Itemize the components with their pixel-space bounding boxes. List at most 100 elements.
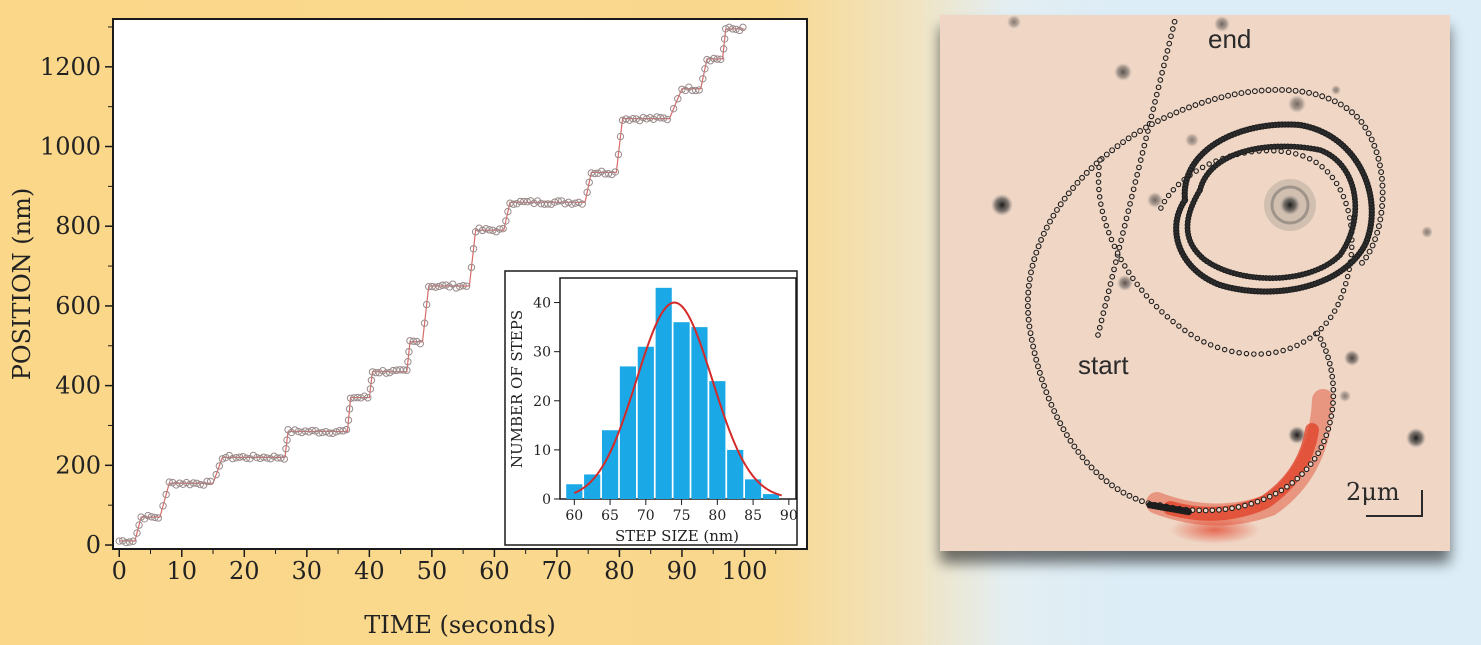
trajectory-dot xyxy=(1331,98,1338,105)
trajectory-dot xyxy=(1098,473,1105,480)
x-tick-label: 40 xyxy=(354,557,385,585)
gaussian-fit-curve xyxy=(573,301,782,497)
trajectory-dot xyxy=(1323,432,1330,439)
data-point xyxy=(396,366,404,374)
trajectory-dot xyxy=(1340,193,1347,200)
trajectory-dot xyxy=(1109,482,1115,489)
trajectory-dot xyxy=(1148,298,1155,305)
histogram-bar xyxy=(566,484,583,499)
trajectory-dot xyxy=(1139,498,1145,505)
trajectory-dot xyxy=(1331,308,1338,314)
y-tick-label: 1000 xyxy=(40,133,101,161)
data-point xyxy=(496,225,504,233)
trajectory-dot xyxy=(1260,496,1267,503)
trajectory-dot xyxy=(1292,87,1299,94)
trajectory-dot xyxy=(1142,124,1149,131)
data-point xyxy=(360,392,369,400)
trajectory-dot xyxy=(1120,139,1126,146)
data-point xyxy=(218,455,227,463)
data-point xyxy=(273,454,282,462)
y-tick-label: 800 xyxy=(55,212,101,240)
trajectory-dot xyxy=(1377,162,1383,169)
inset-x-tick-label: 85 xyxy=(744,508,762,524)
trajectory-dot xyxy=(1063,432,1070,439)
trajectory-dot xyxy=(1083,169,1090,176)
trajectory-dot xyxy=(1097,157,1103,163)
data-point xyxy=(663,115,671,124)
data-point xyxy=(499,224,507,233)
trajectory-dot xyxy=(1285,149,1292,156)
trajectory-dot xyxy=(1287,345,1293,352)
data-point xyxy=(229,454,237,463)
trajectory-dot xyxy=(1359,259,1365,266)
trajectory-dot xyxy=(1179,106,1186,113)
inset-y-tick-label: 20 xyxy=(533,394,551,410)
trajectory-dot xyxy=(1118,237,1125,244)
trajectory-dot xyxy=(1312,91,1319,98)
data-point xyxy=(642,115,651,123)
main-axes-ticks: 0 10 20 30 40 50 60 70 80 90 100020040060080010001… xyxy=(40,26,777,585)
trajectory-dot xyxy=(1164,48,1171,54)
trajectory-dot xyxy=(1164,314,1171,320)
data-point xyxy=(699,75,707,83)
x-tick-label: 100 xyxy=(722,557,768,585)
trajectory-dot xyxy=(1153,303,1160,310)
data-point xyxy=(186,480,194,489)
trajectory-dot xyxy=(1229,505,1235,512)
trajectory-dot xyxy=(1349,109,1355,116)
trajectory-dot xyxy=(1099,208,1106,215)
data-point xyxy=(118,537,127,545)
data-point xyxy=(122,538,130,547)
trajectory-dot xyxy=(1225,92,1232,99)
scale-bar-label: 2μm xyxy=(1346,478,1400,506)
trajectory-dot xyxy=(1293,151,1299,157)
trajectory-dot xyxy=(1120,230,1126,236)
data-point xyxy=(678,85,686,93)
data-point xyxy=(308,426,316,435)
trajectory-dot xyxy=(1067,437,1074,444)
histogram-bar xyxy=(673,322,690,499)
trajectory-dot xyxy=(1041,382,1047,389)
data-point xyxy=(520,197,528,206)
trajectory-dot xyxy=(1143,135,1149,142)
data-point xyxy=(583,188,591,197)
trajectory-dot xyxy=(1104,295,1110,302)
trajectory-dot xyxy=(1148,113,1155,120)
trajectory-dot xyxy=(1075,448,1082,455)
trajectory-dot xyxy=(1105,288,1112,295)
inset-x-tick-label: 80 xyxy=(708,508,726,524)
data-point xyxy=(280,455,289,463)
trajectory-dot xyxy=(1043,224,1050,231)
trajectory-dot xyxy=(1201,339,1207,345)
trajectory-dot xyxy=(1325,95,1332,102)
trajectory-dot xyxy=(1348,251,1355,258)
trajectory-dot xyxy=(1083,459,1090,466)
data-point xyxy=(367,376,376,385)
data-point xyxy=(232,453,240,462)
trajectory-dot xyxy=(1139,150,1146,156)
x-tick-label: 30 xyxy=(292,557,323,585)
trajectory-dot xyxy=(1379,203,1386,209)
data-point xyxy=(405,348,413,356)
trajectory-dot xyxy=(1061,195,1068,202)
trajectory-dot xyxy=(1098,201,1104,207)
x-tick-label: 10 xyxy=(167,557,198,585)
trajectory-dot xyxy=(1079,454,1086,461)
trajectory-dot xyxy=(1238,90,1245,97)
trajectory-dot xyxy=(1378,169,1385,176)
trajectory-dot xyxy=(1131,131,1138,138)
trajectory-dot xyxy=(1300,153,1306,159)
data-point xyxy=(720,35,729,43)
trajectory-dot xyxy=(1346,215,1353,221)
data-point xyxy=(416,339,424,348)
trajectory-dot xyxy=(1047,218,1053,225)
trajectory-dot xyxy=(1315,450,1322,457)
trajectory-dot xyxy=(1028,336,1035,343)
data-point xyxy=(571,199,580,207)
data-point xyxy=(660,114,668,122)
data-point xyxy=(291,426,299,434)
data-point xyxy=(135,521,143,529)
trajectory-dot xyxy=(1116,244,1123,251)
trajectory-dot xyxy=(1321,438,1327,445)
